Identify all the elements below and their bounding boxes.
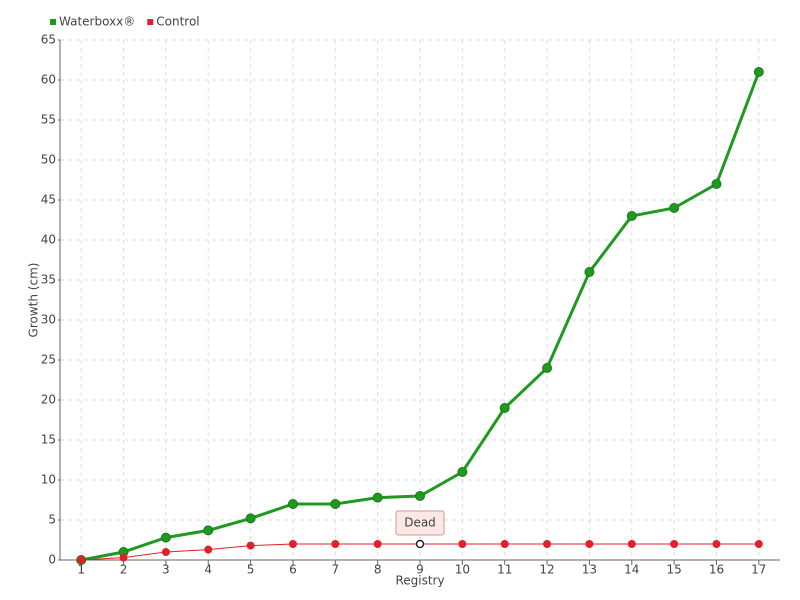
data-point [77, 556, 86, 564]
x-tick-label: 4 [204, 563, 212, 577]
annotation-box [395, 510, 445, 536]
data-point [711, 179, 722, 189]
data-point [160, 532, 171, 543]
x-tick-label: 17 [751, 563, 766, 577]
data-point [669, 203, 680, 213]
data-point [457, 467, 468, 477]
x-tick-label: 1 [77, 563, 85, 577]
x-tick-label: 13 [582, 563, 597, 577]
data-point [203, 525, 214, 536]
y-tick-label: 20 [41, 393, 56, 407]
y-tick-label: 35 [41, 273, 56, 287]
y-tick-label: 0 [48, 553, 56, 567]
x-tick-label: 7 [331, 563, 339, 577]
data-point [287, 499, 298, 509]
data-point [415, 491, 425, 501]
data-point [330, 499, 341, 509]
x-axis-label: Registry [395, 574, 444, 588]
x-tick-label: 15 [666, 563, 681, 577]
x-tick-label: 2 [120, 563, 128, 577]
data-point [753, 67, 764, 77]
y-tick-label: 60 [41, 73, 56, 87]
x-tick-label: 12 [539, 563, 554, 577]
data-point [626, 211, 637, 221]
y-tick-label: 5 [48, 513, 56, 527]
data-point [584, 267, 595, 277]
data-point [458, 540, 467, 548]
data-point [499, 403, 510, 413]
x-tick-label: 10 [455, 563, 470, 577]
annotation-text: Dead [404, 516, 436, 530]
legend-label: Control [156, 15, 199, 29]
data-point [543, 540, 552, 548]
y-tick-label: 55 [41, 113, 56, 127]
data-point [161, 548, 170, 556]
data-point [754, 540, 763, 548]
x-tick-label: 11 [497, 563, 512, 577]
y-tick-label: 50 [41, 153, 56, 167]
data-point [670, 540, 679, 548]
data-point [373, 540, 382, 548]
x-tick-label: 8 [374, 563, 382, 577]
legend-swatch [147, 19, 154, 25]
y-axis-label: Growth (cm) [27, 263, 41, 338]
y-tick-label: 45 [41, 193, 56, 207]
legend-label: Waterboxx® [59, 15, 135, 29]
x-tick-label: 14 [624, 563, 639, 577]
x-tick-label: 3 [162, 563, 170, 577]
data-point [204, 545, 213, 554]
data-point [246, 541, 255, 550]
y-tick-label: 10 [41, 473, 56, 487]
y-tick-label: 65 [41, 33, 56, 47]
data-point [119, 553, 128, 562]
data-point [331, 540, 340, 548]
data-point [500, 540, 509, 548]
x-tick-label: 6 [289, 563, 297, 577]
y-tick-label: 30 [41, 313, 56, 327]
x-tick-label: 16 [709, 563, 724, 577]
data-point [585, 540, 594, 548]
y-tick-label: 40 [41, 233, 56, 247]
y-tick-label: 15 [41, 433, 56, 447]
data-point [627, 540, 636, 548]
data-point [542, 363, 553, 373]
y-tick-label: 25 [41, 353, 56, 367]
x-tick-label: 9 [416, 563, 424, 577]
data-point [372, 492, 383, 503]
data-point [415, 539, 425, 549]
data-point [712, 540, 721, 548]
x-tick-label: 5 [247, 563, 255, 577]
legend-swatch [50, 19, 56, 25]
annotation: Dead [395, 510, 445, 536]
data-point [245, 513, 256, 524]
data-point [288, 540, 297, 548]
